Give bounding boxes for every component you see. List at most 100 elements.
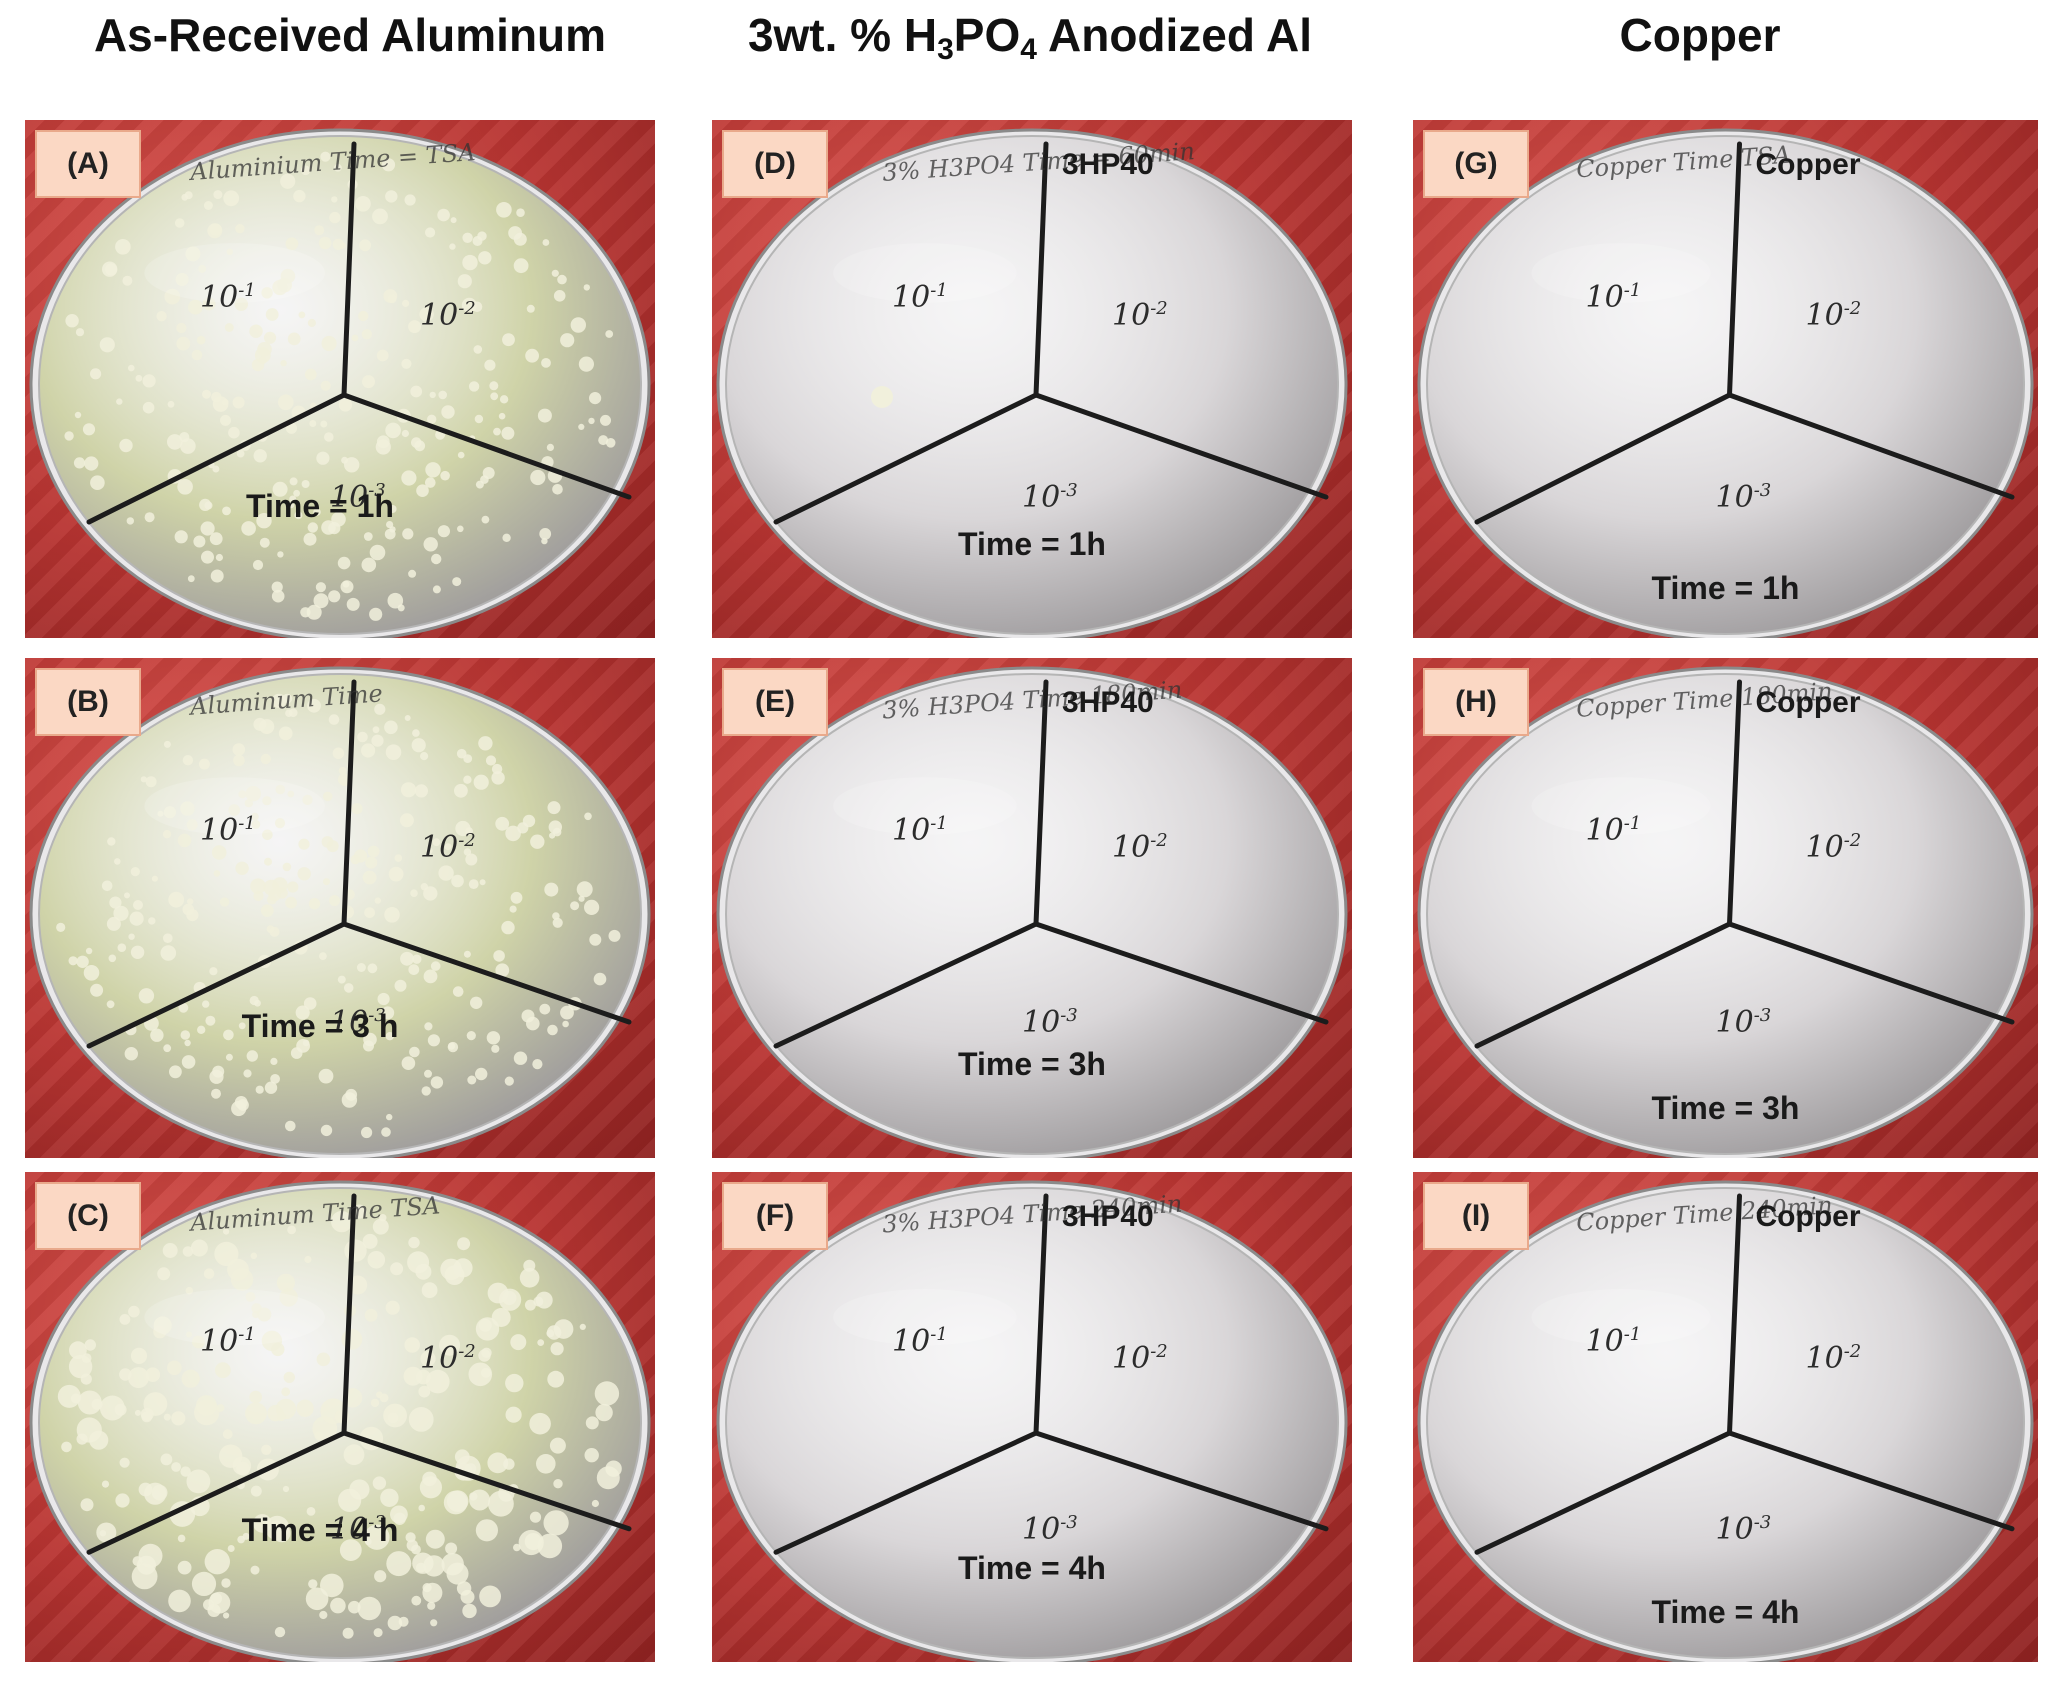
bacterial-colony: [440, 1258, 462, 1281]
bacterial-colony: [250, 1252, 258, 1260]
bacterial-colony: [425, 847, 433, 855]
bacterial-colony: [234, 297, 248, 311]
bacterial-colony: [445, 1542, 458, 1555]
bacterial-colony: [251, 819, 261, 829]
bacterial-colony: [356, 963, 366, 972]
bacterial-colony: [105, 263, 118, 276]
bacterial-colony: [237, 1099, 249, 1111]
bacterial-colony: [293, 189, 306, 203]
bacterial-colony: [319, 952, 327, 960]
bacterial-colony: [167, 1360, 182, 1376]
bacterial-colony: [124, 892, 130, 899]
bacterial-colony: [423, 969, 438, 984]
bacterial-colony: [431, 553, 442, 565]
bacterial-colony: [99, 1530, 107, 1537]
bacterial-colony: [162, 1243, 178, 1258]
bacterial-colony: [321, 335, 337, 352]
bacterial-colony: [357, 1596, 382, 1621]
dilution-base: 10: [892, 280, 931, 316]
sample-id-label: 3HP40: [1062, 148, 1154, 181]
dilution-label: 10-2: [1806, 298, 1862, 333]
bacterial-colony: [452, 577, 462, 587]
dilution-base: 10: [1715, 479, 1754, 515]
bacterial-colony: [504, 1076, 514, 1086]
petri-dish-panel: Copper Time 180min 10-1 10-2 10-3 (H) Copper T…: [1413, 658, 2038, 1158]
bacterial-colony: [84, 1339, 96, 1351]
bacterial-colony: [315, 582, 326, 593]
dilution-exponent: -3: [1060, 1005, 1078, 1027]
bacterial-colony: [371, 734, 384, 747]
bacterial-colony: [316, 451, 330, 465]
dilution-base: 10: [1715, 1512, 1754, 1548]
bacterial-colony: [226, 248, 233, 255]
petri-dish-drawing: [1417, 1180, 2034, 1662]
bacterial-colony: [143, 1392, 168, 1416]
bacterial-colony: [185, 246, 201, 262]
bacterial-colony: [385, 190, 398, 203]
bacterial-colony: [522, 814, 536, 828]
bacterial-colony: [526, 1016, 540, 1031]
bacterial-colony: [463, 848, 472, 856]
sample-id-label: Copper: [1755, 148, 1861, 181]
bacterial-colony: [579, 1323, 586, 1330]
bacterial-colony: [177, 1534, 186, 1543]
bacterial-colony: [258, 356, 267, 365]
bacterial-colony: [446, 1562, 469, 1585]
dilution-base: 10: [1022, 479, 1061, 515]
bacterial-colony: [387, 592, 404, 609]
bacterial-colony: [425, 462, 441, 478]
bacterial-colony: [529, 1412, 551, 1435]
bacterial-colony: [215, 553, 223, 562]
bacterial-colony: [232, 743, 246, 756]
bacterial-colony: [468, 879, 479, 889]
bacterial-colony: [536, 1454, 556, 1474]
bacterial-colony: [331, 1210, 353, 1233]
bacterial-colony: [313, 508, 321, 516]
bacterial-colony: [343, 1444, 365, 1466]
bacterial-colony: [298, 311, 306, 319]
light-reflection: [833, 1289, 1017, 1346]
bacterial-colony: [491, 771, 505, 785]
bacterial-colony: [463, 775, 472, 784]
bacterial-colony: [547, 1370, 565, 1388]
bacterial-colony: [361, 1126, 373, 1139]
dilution-base: 10: [1112, 297, 1151, 333]
bacterial-colony: [241, 521, 256, 536]
bacterial-colony: [228, 804, 240, 816]
petri-dish-drawing: [716, 128, 1348, 638]
petri-dish-drawing: [716, 666, 1348, 1158]
bacterial-colony: [171, 1411, 186, 1426]
bacterial-colony: [300, 607, 311, 618]
bacterial-colony: [605, 330, 614, 338]
petri-dish-panel: 3% H3PO4 Time = 60min 10-1 10-2 10-3 (D) 3HP4…: [712, 120, 1352, 638]
bacterial-colony: [253, 890, 264, 902]
bacterial-colony: [490, 392, 499, 401]
sector-divider-line: [773, 392, 1039, 525]
bacterial-colony: [272, 481, 288, 497]
bacterial-colony: [457, 1237, 471, 1251]
bacterial-colony: [74, 411, 82, 419]
bacterial-colony: [321, 520, 336, 535]
bacterial-colony: [871, 386, 893, 408]
bacterial-colony: [420, 1351, 436, 1367]
bacterial-colony: [126, 517, 134, 525]
panel-label: (G): [1423, 130, 1529, 198]
bacterial-colony: [411, 1595, 422, 1606]
panel-label: (I): [1423, 1182, 1529, 1250]
bacterial-colony: [294, 511, 303, 520]
bacterial-colony: [588, 417, 595, 425]
dilution-label: 10-2: [420, 298, 476, 333]
bacterial-colony: [82, 423, 96, 436]
bacterial-colony: [201, 550, 214, 564]
bacterial-colony: [255, 1085, 264, 1094]
column-title-text: PO: [953, 9, 1021, 61]
exposure-time-label: Time = 3h: [958, 1046, 1106, 1082]
dilution-base: 10: [330, 1005, 369, 1041]
bacterial-colony: [99, 337, 115, 353]
bacterial-colony: [210, 569, 224, 583]
dilution-label: 10-3: [1716, 1512, 1772, 1547]
agar-surface: [725, 1187, 1339, 1659]
bacterial-colony: [444, 843, 452, 851]
bacterial-colony: [308, 898, 321, 910]
bacterial-colony: [526, 304, 535, 313]
